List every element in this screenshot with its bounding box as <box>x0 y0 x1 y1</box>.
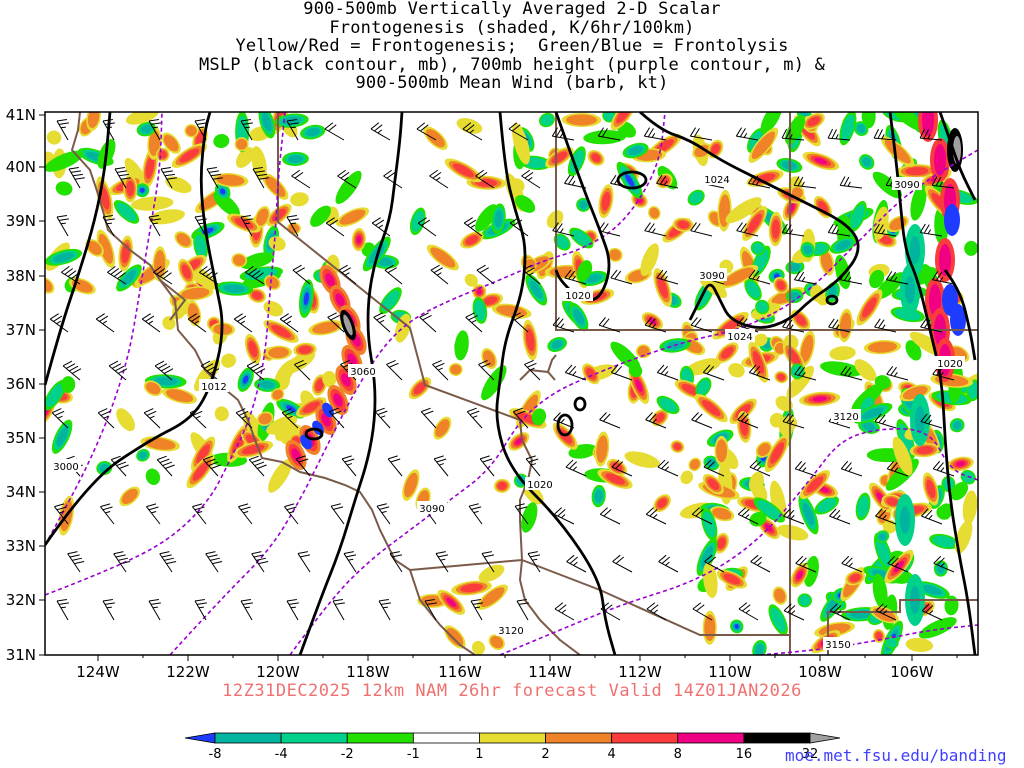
contour-label: 3150 <box>825 640 850 651</box>
contour-label: 3090 <box>894 180 919 191</box>
axis-ticks <box>39 114 958 661</box>
colorbar-segment <box>743 732 811 744</box>
lon-label: 110W <box>708 663 752 681</box>
lon-label: 114W <box>528 663 572 681</box>
figure-title: 900-500mb Vertically Averaged 2-D Scalar… <box>0 0 1024 93</box>
colorbar-segment <box>611 732 679 744</box>
lat-label: 41N <box>6 106 36 124</box>
contour-label: 3090 <box>419 504 444 515</box>
contour-label: 1012 <box>201 382 226 393</box>
contour-label: 1024 <box>727 332 752 343</box>
lat-label: 37N <box>6 321 36 339</box>
lon-label: 108W <box>798 663 842 681</box>
colorbar: -8 -4 -2 -1 1 2 4 8 16 32 <box>184 732 841 762</box>
lat-label: 40N <box>6 158 36 176</box>
lat-label: 31N <box>6 646 36 664</box>
lon-label: 112W <box>618 663 662 681</box>
lon-label: 118W <box>346 663 390 681</box>
contour-label: 3120 <box>498 626 523 637</box>
lon-label: 116W <box>438 663 482 681</box>
colorbar-low-cap <box>184 732 216 744</box>
lon-label: 122W <box>166 663 210 681</box>
lon-label: 106W <box>890 663 934 681</box>
title-line-3: Yellow/Red = Frontogenesis; Green/Blue =… <box>235 36 789 56</box>
frontogenesis-shading <box>45 112 978 655</box>
source-credit: moe.met.fsu.edu/banding <box>785 746 1007 765</box>
forecast-valid-time: 12Z31DEC2025 12km NAM 26hr forecast Vali… <box>222 681 802 701</box>
colorbar-label: 16 <box>736 747 753 762</box>
colorbar-label: -1 <box>407 747 420 762</box>
colorbar-label: -4 <box>275 747 288 762</box>
latitude-labels: 41N 40N 39N 38N 37N 36N 35N 34N 33N 32N 31N <box>6 106 36 664</box>
colorbar-label: 1 <box>475 747 483 762</box>
title-line-4: MSLP (black contour, mb), 700mb height (… <box>198 54 826 75</box>
colorbar-label: 8 <box>674 747 682 762</box>
colorbar-segment <box>412 732 480 744</box>
colorbar-label: -8 <box>209 747 222 762</box>
lat-label: 38N <box>6 267 36 285</box>
contour-label: 1020 <box>937 359 962 370</box>
colorbar-segment <box>280 732 348 744</box>
lat-label: 32N <box>6 591 36 609</box>
colorbar-segment <box>214 732 282 744</box>
colorbar-segment <box>479 732 546 744</box>
lat-label: 34N <box>6 483 36 501</box>
contour-label: 3120 <box>833 412 858 423</box>
wind-barbs <box>49 118 955 621</box>
contour-label: 3090 <box>699 271 724 282</box>
colorbar-label: -2 <box>341 747 354 762</box>
contour-label: 1020 <box>527 480 552 491</box>
title-line-1: 900-500mb Vertically Averaged 2-D Scalar <box>303 0 721 19</box>
lon-label: 120W <box>256 663 300 681</box>
mslp-contours <box>45 112 977 655</box>
title-line-5: 900-500mb Mean Wind (barb, kt) <box>355 73 669 93</box>
colorbar-label: 4 <box>608 747 616 762</box>
lat-label: 35N <box>6 429 36 447</box>
colorbar-label: 32 <box>802 747 819 762</box>
lat-label: 33N <box>6 537 36 555</box>
colorbar-high-cap <box>809 732 841 744</box>
lat-label: 39N <box>6 212 36 230</box>
lon-label: 124W <box>76 663 120 681</box>
contour-label: 3060 <box>350 367 375 378</box>
longitude-labels: 124W 122W 120W 118W 116W 114W 112W 110W 108W 106W <box>76 663 934 681</box>
colorbar-segment <box>677 732 745 744</box>
contour-labels: 1012 1020 1020 1024 1024 1020 3000 3060 3090 3090… <box>51 172 965 651</box>
colorbar-segment <box>346 732 414 744</box>
contour-label: 1024 <box>704 175 729 186</box>
colorbar-segment <box>545 732 613 744</box>
contour-label: 1020 <box>565 291 590 302</box>
contour-label: 3000 <box>53 462 78 473</box>
colorbar-label: 2 <box>541 747 549 762</box>
title-line-2: Frontogenesis (shaded, K/6hr/100km) <box>329 17 695 38</box>
height-contours <box>45 112 978 655</box>
lat-label: 36N <box>6 375 36 393</box>
